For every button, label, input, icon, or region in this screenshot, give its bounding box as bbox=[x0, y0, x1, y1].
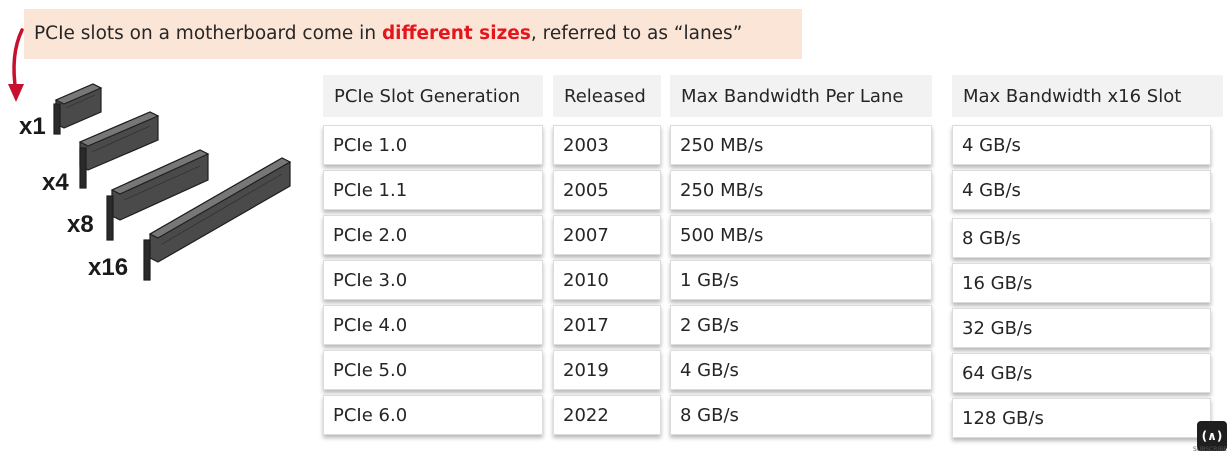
cell-generation: PCIe 3.0 bbox=[323, 260, 543, 300]
cell-bandwidth-per-lane: 500 MB/s bbox=[670, 215, 932, 255]
cell-released: 2022 bbox=[553, 395, 661, 435]
cell-generation: PCIe 5.0 bbox=[323, 350, 543, 390]
header-slot-generation: PCIe Slot Generation bbox=[323, 75, 543, 117]
caption-banner bbox=[24, 9, 802, 59]
cell-bandwidth-x16: 16 GB/s bbox=[952, 263, 1211, 303]
cell-released: 2019 bbox=[553, 350, 661, 390]
pcie-slots-illustration bbox=[53, 83, 292, 281]
cell-generation: PCIe 2.0 bbox=[323, 215, 543, 255]
caption-text: PCIe slots on a motherboard come in diff… bbox=[34, 21, 742, 47]
cell-generation: PCIe 1.1 bbox=[323, 170, 543, 210]
cell-generation: PCIe 6.0 bbox=[323, 395, 543, 435]
cell-generation: PCIe 1.0 bbox=[323, 125, 543, 165]
header-bandwidth-per-lane: Max Bandwidth Per Lane bbox=[670, 75, 932, 117]
cell-released: 2010 bbox=[553, 260, 661, 300]
cell-bandwidth-x16: 4 GB/s bbox=[952, 125, 1211, 165]
cell-bandwidth-per-lane: 4 GB/s bbox=[670, 350, 932, 390]
caption-highlight: different sizes bbox=[381, 23, 531, 44]
slot-label-x1: x1 bbox=[19, 113, 46, 140]
cell-bandwidth-x16: 64 GB/s bbox=[952, 353, 1211, 393]
slot-label-x8: x8 bbox=[67, 211, 94, 238]
cell-released: 2003 bbox=[553, 125, 661, 165]
cell-generation: PCIe 4.0 bbox=[323, 305, 543, 345]
curved-arrow-icon bbox=[8, 28, 24, 102]
cell-bandwidth-x16: 8 GB/s bbox=[952, 218, 1211, 258]
logo-caption: SUBSCRIBE bbox=[1193, 446, 1228, 453]
cell-bandwidth-per-lane: 250 MB/s bbox=[670, 125, 932, 165]
slot-label-x4: x4 bbox=[42, 169, 69, 196]
header-released: Released bbox=[553, 75, 661, 117]
cell-bandwidth-per-lane: 1 GB/s bbox=[670, 260, 932, 300]
cell-released: 2007 bbox=[553, 215, 661, 255]
cell-bandwidth-per-lane: 8 GB/s bbox=[670, 395, 932, 435]
channel-logo-icon[interactable]: (∧) bbox=[1197, 421, 1227, 451]
cell-released: 2017 bbox=[553, 305, 661, 345]
header-bandwidth-x16: Max Bandwidth x16 Slot bbox=[952, 75, 1223, 117]
caption-text-start: PCIe slots on a motherboard come in bbox=[34, 23, 382, 44]
slot-label-x16: x16 bbox=[88, 254, 129, 281]
cell-bandwidth-x16: 4 GB/s bbox=[952, 170, 1211, 210]
cell-bandwidth-x16: 32 GB/s bbox=[952, 308, 1211, 348]
cell-bandwidth-per-lane: 2 GB/s bbox=[670, 305, 932, 345]
cell-bandwidth-x16: 128 GB/s bbox=[952, 398, 1211, 438]
caption-text-end: , referred to as “lanes” bbox=[530, 23, 743, 44]
cell-released: 2005 bbox=[553, 170, 661, 210]
cell-bandwidth-per-lane: 250 MB/s bbox=[670, 170, 932, 210]
